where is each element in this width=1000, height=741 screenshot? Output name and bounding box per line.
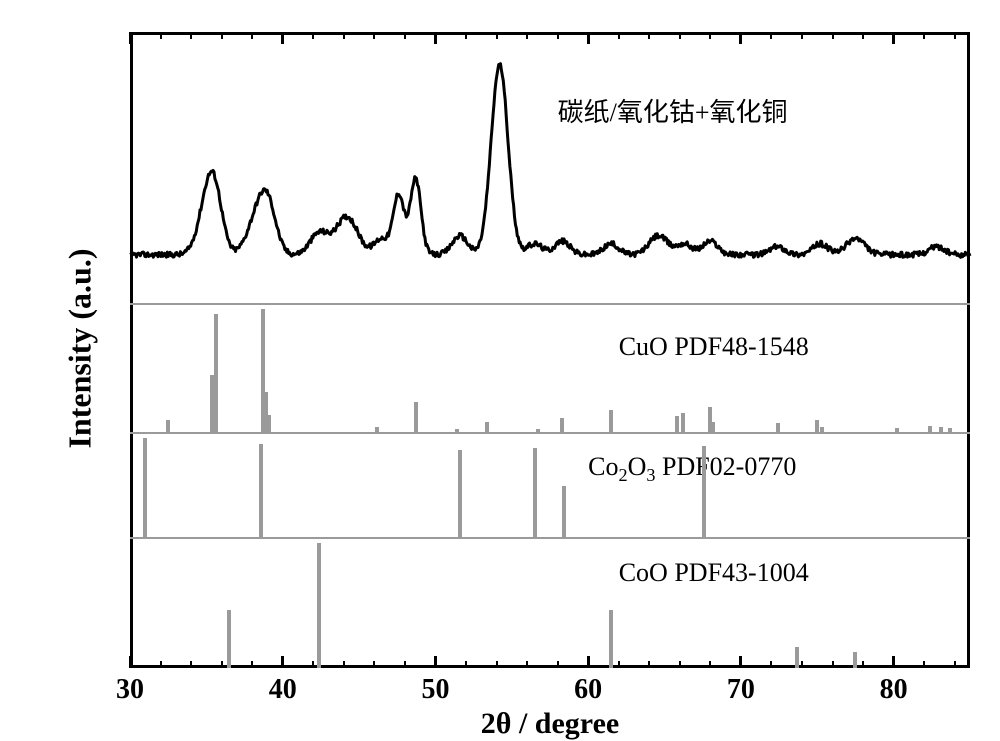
reference-pattern bbox=[130, 538, 970, 668]
y-axis-label: Intensity (a.u.) bbox=[62, 199, 99, 499]
x-tick-label: 30 bbox=[116, 674, 144, 706]
reference-peak bbox=[259, 444, 263, 538]
reference-pattern bbox=[130, 304, 970, 434]
reference-peak bbox=[776, 423, 780, 433]
reference-peak bbox=[375, 427, 379, 433]
xrd-curve bbox=[130, 32, 970, 304]
reference-peak bbox=[681, 413, 685, 434]
x-tick-label: 50 bbox=[421, 674, 449, 706]
reference-peak bbox=[711, 422, 715, 434]
reference-peak bbox=[675, 416, 679, 433]
reference-peak bbox=[609, 610, 613, 668]
reference-peak bbox=[214, 314, 218, 433]
reference-peak bbox=[267, 415, 271, 433]
reference-peak bbox=[166, 420, 170, 433]
reference-peak bbox=[853, 652, 857, 668]
x-tick-label: 70 bbox=[727, 674, 755, 706]
reference-peak bbox=[609, 410, 613, 433]
reference-peak bbox=[820, 427, 824, 433]
reference-peak bbox=[485, 422, 489, 434]
reference-peak bbox=[458, 450, 462, 538]
reference-peak bbox=[795, 647, 799, 668]
x-tick-label: 80 bbox=[880, 674, 908, 706]
reference-peak bbox=[939, 427, 943, 433]
reference-peak bbox=[562, 486, 566, 538]
reference-peak bbox=[227, 610, 231, 668]
x-axis-label: 2θ / degree bbox=[430, 707, 670, 741]
reference-peak bbox=[533, 448, 537, 538]
reference-peak bbox=[560, 418, 564, 434]
reference-peak bbox=[317, 543, 321, 668]
reference-peak bbox=[414, 402, 418, 433]
x-tick-label: 60 bbox=[574, 674, 602, 706]
reference-peak bbox=[928, 426, 932, 434]
reference-peak bbox=[815, 420, 819, 433]
reference-pattern bbox=[130, 433, 970, 538]
reference-peak bbox=[143, 438, 147, 539]
xrd-figure: Intensity (a.u.) 2θ / degree 30 40 50 60 70 8… bbox=[0, 0, 1000, 739]
reference-peak bbox=[702, 446, 706, 538]
x-tick-label: 40 bbox=[269, 674, 297, 706]
